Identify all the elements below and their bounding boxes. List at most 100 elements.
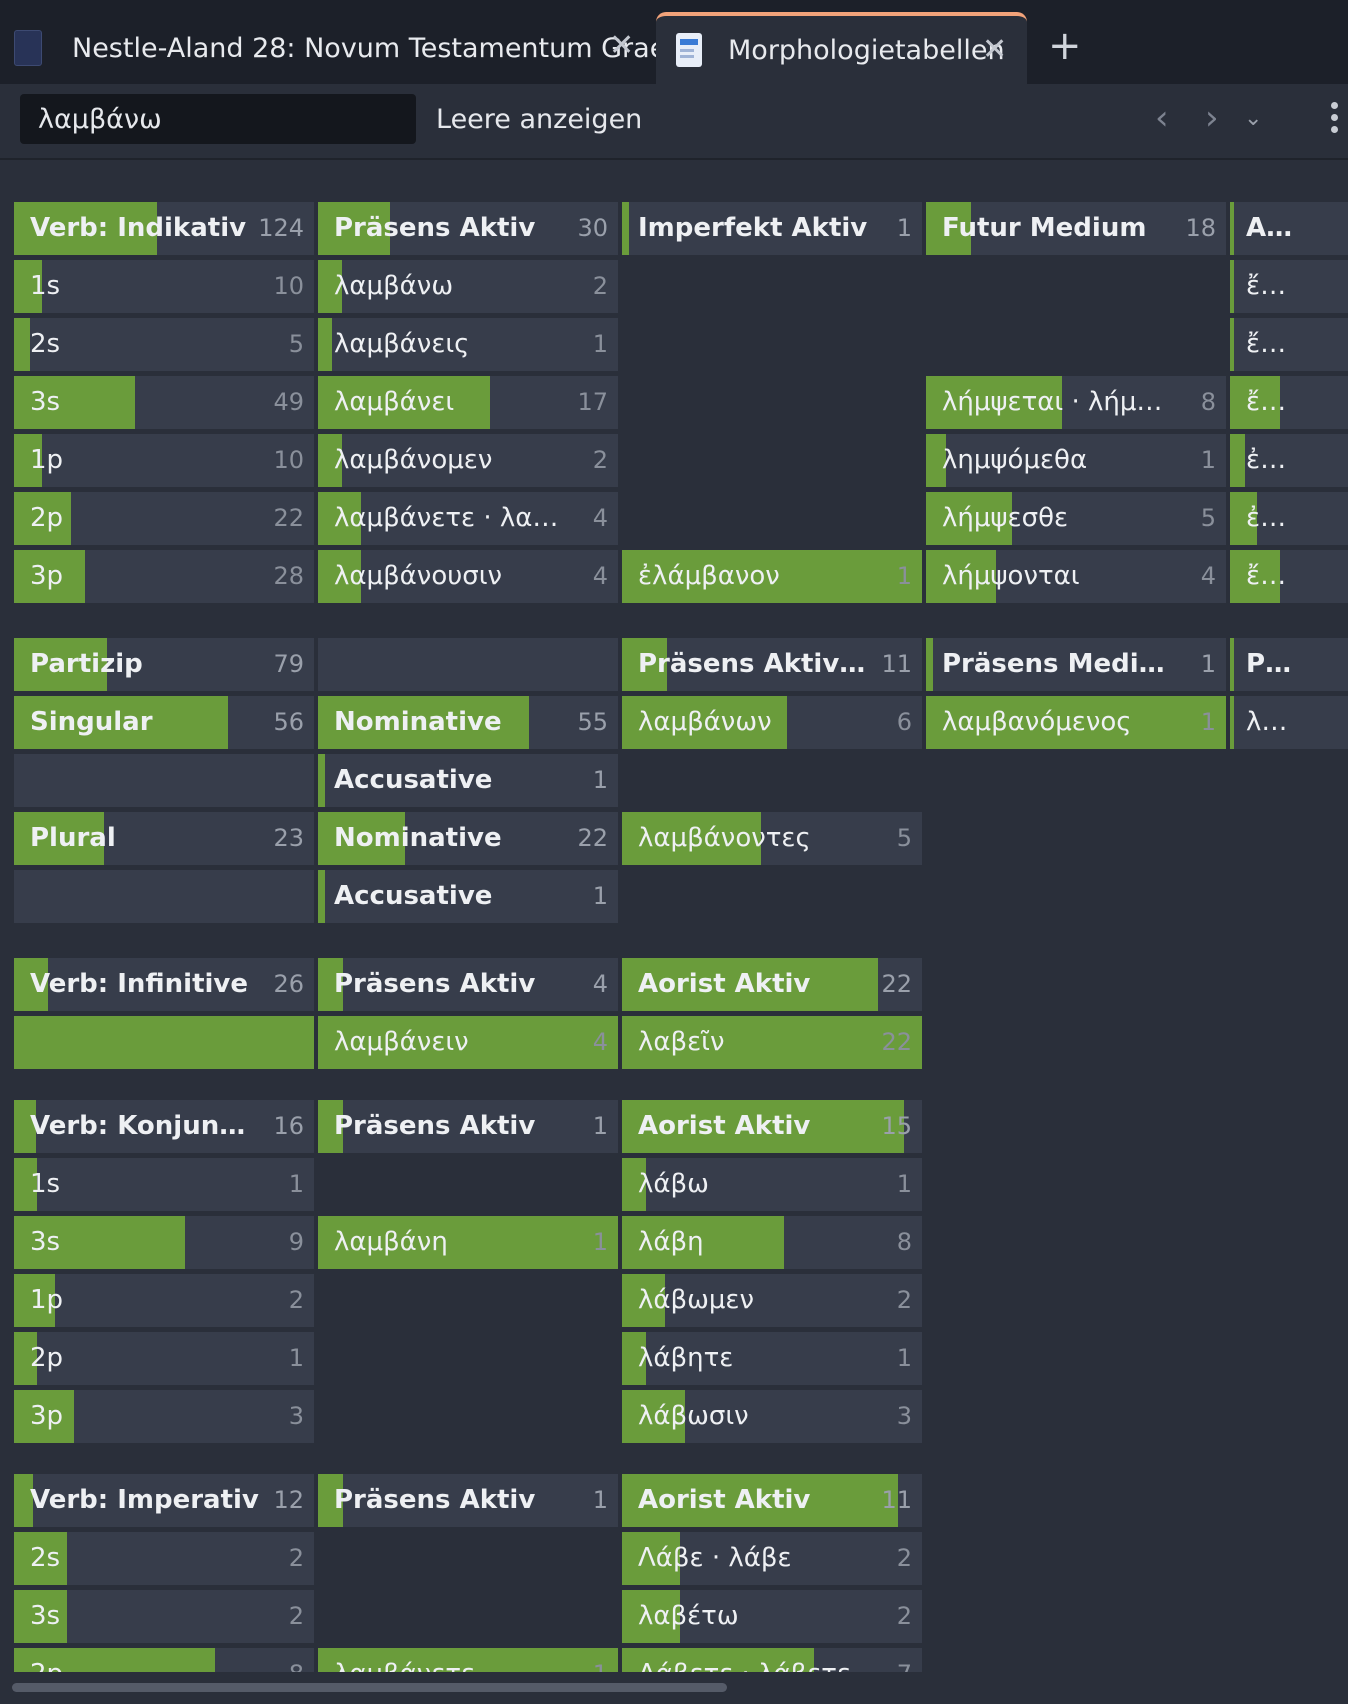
- form-cell[interactable]: λήμψονται 4: [926, 550, 1226, 603]
- category-header-cell[interactable]: Accusative 1: [318, 870, 618, 923]
- tab-nestle-aland[interactable]: Nestle-Aland 28: Novum Testamentum Graec…: [0, 12, 698, 84]
- form-cell[interactable]: λαμβάνουσιν 4: [318, 550, 618, 603]
- form-cell[interactable]: λάβωμεν 2: [622, 1274, 922, 1327]
- form-cell[interactable]: λαμβάνετε · λαμβάνετε 4: [318, 492, 618, 545]
- show-empty-toggle[interactable]: Leere anzeigen: [436, 104, 643, 135]
- form-cell[interactable]: 3s 49: [14, 376, 314, 429]
- category-header-cell[interactable]: Verb: Konjunktiv 16: [14, 1100, 314, 1153]
- form-cell[interactable]: 3p 3: [14, 1390, 314, 1443]
- form-cell[interactable]: [14, 1016, 314, 1069]
- form-cell[interactable]: λαμβάνων 6: [622, 696, 922, 749]
- category-header-cell[interactable]: Nominative 55: [318, 696, 618, 749]
- form-cell[interactable]: λάβωσιν 3: [622, 1390, 922, 1443]
- cell-count: 1: [592, 1486, 608, 1514]
- form-cell[interactable]: 2s 5: [14, 318, 314, 371]
- form-cell[interactable]: ἐλάβομεν: [1230, 434, 1348, 487]
- category-header-cell[interactable]: Präsens: [1230, 638, 1348, 691]
- cell-count: 5: [1200, 504, 1216, 532]
- form-cell[interactable]: ἐλάβετε: [1230, 492, 1348, 545]
- form-cell[interactable]: λάβω 1: [622, 1158, 922, 1211]
- category-header-cell[interactable]: Singular 56: [14, 696, 314, 749]
- category-header-cell[interactable]: Verb: Imperativ 12: [14, 1474, 314, 1527]
- category-header-cell[interactable]: Accusative 1: [318, 754, 618, 807]
- form-cell[interactable]: λαμβάνη 1: [318, 1216, 618, 1269]
- category-header-cell[interactable]: Nominative 22: [318, 812, 618, 865]
- category-header-cell[interactable]: Verb: Indikativ 124: [14, 202, 314, 255]
- form-cell[interactable]: Λάβε · λάβε 2: [622, 1532, 922, 1585]
- form-cell[interactable]: ἔλαβον: [1230, 550, 1348, 603]
- new-tab-plus-icon[interactable]: +: [1048, 23, 1082, 69]
- form-cell[interactable]: λαβέτω 2: [622, 1590, 922, 1643]
- form-cell[interactable]: λαμβάνειν 4: [318, 1016, 618, 1069]
- form-cell[interactable]: λημψόμεθα 1: [926, 434, 1226, 487]
- form-cell[interactable]: λήμψεσθε 5: [926, 492, 1226, 545]
- form-cell[interactable]: λάβητε 1: [622, 1332, 922, 1385]
- category-header-cell[interactable]: Imperfekt Aktiv 1: [622, 202, 922, 255]
- count-bar: [18, 1390, 74, 1443]
- form-cell[interactable]: λαμβάνει 17: [318, 376, 618, 429]
- cell-label: Verb: Imperativ: [30, 1485, 259, 1515]
- close-icon[interactable]: ✕: [982, 32, 1008, 67]
- count-bar: [626, 1016, 922, 1069]
- category-header-cell[interactable]: Präsens Aktiv 30: [318, 202, 618, 255]
- category-header-cell[interactable]: Verb: Infinitive 26: [14, 958, 314, 1011]
- category-header-cell[interactable]: Futur Medium 18: [926, 202, 1226, 255]
- form-cell[interactable]: λάβη 8: [622, 1216, 922, 1269]
- horizontal-scrollbar[interactable]: [0, 1672, 1348, 1704]
- form-cell[interactable]: 2p 8: [14, 1648, 314, 1672]
- form-cell[interactable]: Λάβετε · λάβετε 7: [622, 1648, 922, 1672]
- form-cell[interactable]: 3s 9: [14, 1216, 314, 1269]
- category-header-cell[interactable]: Aorist Aktiv 15: [622, 1100, 922, 1153]
- cell-count: 11: [881, 1486, 912, 1514]
- form-cell[interactable]: 1p 10: [14, 434, 314, 487]
- count-bar: [626, 1274, 666, 1327]
- form-cell[interactable]: λαμβάνεις 1: [318, 318, 618, 371]
- category-header-cell[interactable]: Präsens Aktiv 1: [318, 1474, 618, 1527]
- category-header-cell[interactable]: Präsens Aktiv 4: [318, 958, 618, 1011]
- form-cell[interactable]: ἔλαβεν ·: [1230, 376, 1348, 429]
- cell-label: Partizip: [30, 649, 143, 679]
- category-header-cell[interactable]: Präsens Aktiv 1: [318, 1100, 618, 1153]
- form-cell[interactable]: λήμψεται · λήμψεται 8: [926, 376, 1226, 429]
- chevron-down-icon[interactable]: ⌄: [1244, 106, 1263, 131]
- search-input[interactable]: [20, 94, 416, 144]
- category-header-cell[interactable]: Aorist Aktiv 11: [622, 1474, 922, 1527]
- chevron-right-icon[interactable]: ›: [1205, 98, 1219, 138]
- form-cell[interactable]: ἔλαβον: [1230, 260, 1348, 313]
- form-cell[interactable]: 3s 2: [14, 1590, 314, 1643]
- form-cell[interactable]: 2p 22: [14, 492, 314, 545]
- cell-count: 10: [273, 446, 304, 474]
- category-header-cell[interactable]: Partizip 79: [14, 638, 314, 691]
- more-menu-icon[interactable]: [1331, 102, 1339, 138]
- form-cell[interactable]: λαμβάνοντες 5: [622, 812, 922, 865]
- cell-count: 1: [1200, 650, 1216, 678]
- scrollbar-thumb[interactable]: [12, 1683, 727, 1692]
- cell-label: Singular: [30, 707, 153, 737]
- form-cell[interactable]: λαμβάνω 2: [318, 260, 618, 313]
- form-cell[interactable]: λαβεῖν 22: [622, 1016, 922, 1069]
- form-cell[interactable]: 1s 10: [14, 260, 314, 313]
- category-header-cell[interactable]: Präsens Aktiv Maskulin 11: [622, 638, 922, 691]
- category-header-cell[interactable]: Aorist Ak: [1230, 202, 1348, 255]
- form-cell[interactable]: ἔλαβες: [1230, 318, 1348, 371]
- form-cell[interactable]: λαμβανό: [1230, 696, 1348, 749]
- cell-count: 1: [288, 1170, 304, 1198]
- cell-label: Nominative: [334, 823, 502, 853]
- form-cell[interactable]: 3p 28: [14, 550, 314, 603]
- close-icon[interactable]: ✕: [609, 28, 635, 63]
- form-cell[interactable]: 2s 2: [14, 1532, 314, 1585]
- form-cell[interactable]: ἐλάμβανον 1: [622, 550, 922, 603]
- category-header-cell[interactable]: Aorist Aktiv 22: [622, 958, 922, 1011]
- form-cell[interactable]: 1s 1: [14, 1158, 314, 1211]
- tab-morphology-tables[interactable]: Morphologietabellen ✕: [656, 12, 1027, 84]
- chevron-left-icon[interactable]: ‹: [1155, 98, 1169, 138]
- form-cell[interactable]: 2p 1: [14, 1332, 314, 1385]
- form-cell[interactable]: λαμβάνετε 1: [318, 1648, 618, 1672]
- cell-label: λάβωσιν: [638, 1401, 749, 1431]
- form-cell[interactable]: λαμβανόμενος 1: [926, 696, 1226, 749]
- cell-count: 1: [1200, 446, 1216, 474]
- category-header-cell[interactable]: Plural 23: [14, 812, 314, 865]
- form-cell[interactable]: 1p 2: [14, 1274, 314, 1327]
- form-cell[interactable]: λαμβάνομεν 2: [318, 434, 618, 487]
- category-header-cell[interactable]: Präsens Medium Maskulin 1: [926, 638, 1226, 691]
